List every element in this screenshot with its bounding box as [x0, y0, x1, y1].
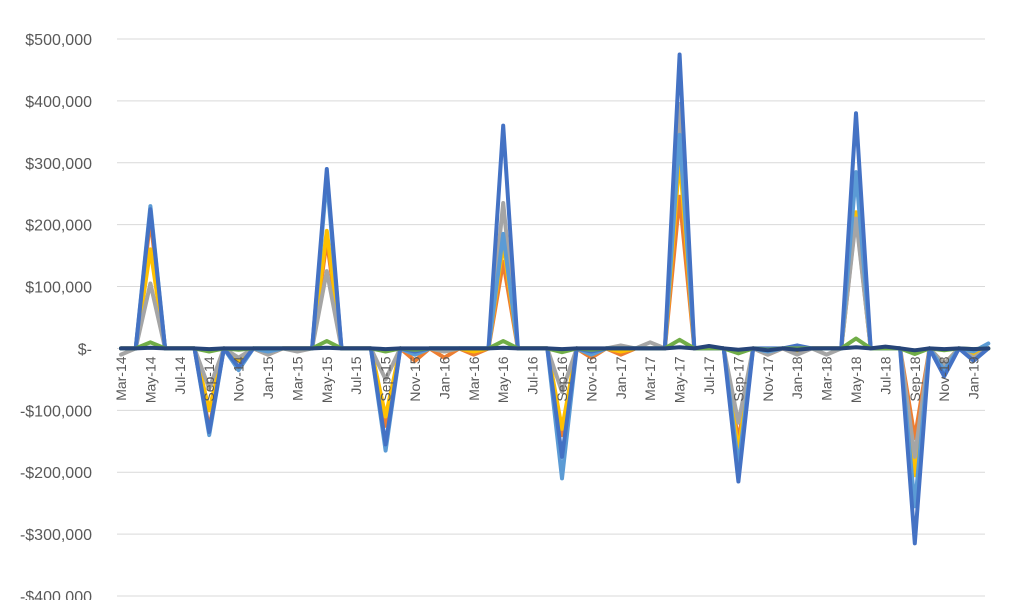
y-tick-label: $300,000: [25, 156, 92, 173]
y-tick-label: $100,000: [25, 280, 92, 297]
x-tick-label: Sep-16: [554, 356, 570, 401]
x-tick-label: Nov-17: [760, 356, 776, 401]
series-line-7: [119, 344, 991, 353]
x-tick-label: Jul-17: [701, 356, 717, 394]
x-tick-label: Jan-18: [789, 356, 805, 399]
y-tick-label: -$100,000: [20, 403, 92, 420]
x-tick-label: Jan-19: [966, 356, 982, 399]
y-tick-label: $200,000: [25, 218, 92, 235]
x-tick-label: Jul-15: [348, 356, 364, 394]
x-tick-label: Mar-14: [113, 356, 129, 401]
y-tick-label: $400,000: [25, 94, 92, 111]
x-tick-label: Nov-15: [407, 356, 423, 401]
x-tick-label: Sep-18: [907, 356, 923, 401]
y-tick-label: -$400,000: [20, 589, 92, 600]
x-tick-label: May-14: [142, 356, 158, 403]
x-tick-label: May-17: [672, 356, 688, 403]
x-tick-label: Sep-15: [378, 356, 394, 401]
x-tick-label: Mar-17: [642, 356, 658, 401]
x-tick-label: Jan-17: [613, 356, 629, 399]
x-tick-label: May-16: [495, 356, 511, 403]
y-tick-label: $-: [78, 341, 92, 358]
x-axis-tick-labels: Mar-14 May-14 Jul-14 Sep-14 Nov-14 Jan-15 Mar-…: [113, 356, 982, 403]
x-tick-label: Jan-16: [436, 356, 452, 399]
x-tick-label: Jan-15: [260, 356, 276, 399]
x-tick-label: Jul-14: [172, 356, 188, 394]
x-tick-label: Sep-14: [201, 356, 217, 401]
x-tick-label: Mar-15: [289, 356, 305, 401]
y-tick-label: -$200,000: [20, 465, 92, 482]
x-tick-label: May-18: [848, 356, 864, 403]
x-tick-label: Mar-16: [466, 356, 482, 401]
series-line-4: [119, 132, 991, 509]
x-tick-label: Mar-18: [819, 356, 835, 401]
y-tick-label: $500,000: [25, 32, 92, 49]
series-lines: [119, 52, 991, 546]
x-tick-label: Nov-14: [231, 356, 247, 401]
x-tick-label: May-15: [319, 356, 335, 403]
x-tick-label: Nov-18: [936, 356, 952, 401]
x-tick-label: Jul-16: [525, 356, 541, 394]
series-line-5: [119, 52, 991, 546]
x-tick-label: Nov-16: [583, 356, 599, 401]
x-tick-label: Sep-17: [730, 356, 746, 401]
y-axis-tick-labels: $500,000 $400,000 $300,000 $200,000 $100,000…: [20, 32, 92, 600]
y-tick-label: -$300,000: [20, 527, 92, 544]
x-tick-label: Jul-18: [877, 356, 893, 394]
